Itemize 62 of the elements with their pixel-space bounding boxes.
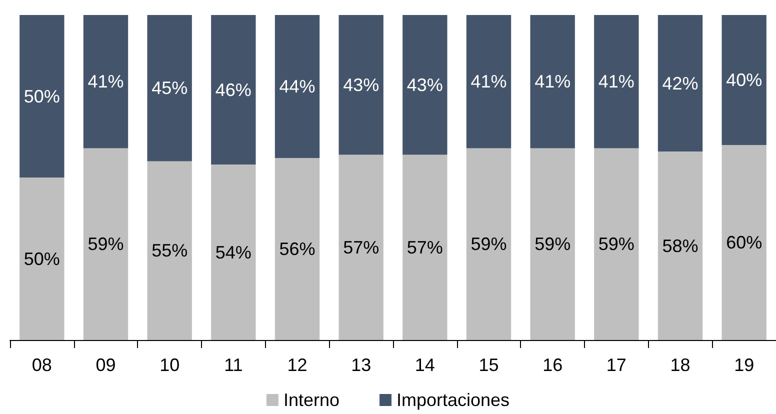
- bar: [83, 15, 128, 148]
- x-tick-label: 09: [96, 355, 116, 375]
- bar: [530, 15, 575, 148]
- bar: [211, 15, 256, 164]
- data-label: 56%: [279, 239, 316, 259]
- x-tick-label: 19: [734, 355, 754, 375]
- data-label: 59%: [470, 234, 507, 254]
- bar: [402, 154, 448, 340]
- bar: [274, 158, 320, 340]
- data-label: 54%: [215, 242, 252, 262]
- x-tick-label: 16: [542, 355, 563, 375]
- bar: [530, 148, 575, 340]
- bar: [594, 15, 639, 148]
- data-label: 57%: [343, 237, 380, 258]
- bar: [466, 148, 512, 340]
- data-label: 41%: [470, 72, 507, 92]
- x-tick-label: 13: [351, 355, 372, 375]
- legend-label: Importaciones: [396, 390, 510, 410]
- bar: [658, 15, 703, 152]
- data-label: 41%: [534, 72, 571, 92]
- data-label: 46%: [215, 80, 252, 100]
- bar: [594, 148, 639, 340]
- data-label: 41%: [598, 72, 634, 92]
- data-label: 50%: [24, 248, 60, 269]
- bar: [722, 15, 766, 145]
- x-tick-label: 12: [287, 355, 308, 375]
- bar: [83, 148, 128, 340]
- data-label: 41%: [88, 72, 124, 92]
- data-label: 43%: [406, 74, 443, 95]
- data-label: 57%: [406, 237, 443, 258]
- bar: [20, 15, 64, 178]
- data-label: 59%: [598, 234, 634, 254]
- data-label: 59%: [534, 234, 571, 254]
- data-label: 50%: [24, 86, 60, 106]
- x-tick-label: 11: [224, 355, 243, 375]
- data-label: 43%: [343, 74, 380, 95]
- data-label: 45%: [152, 78, 188, 98]
- data-label: 59%: [88, 234, 124, 254]
- x-tick-label: 17: [606, 355, 626, 375]
- bar: [338, 15, 384, 155]
- data-label: 55%: [152, 240, 188, 261]
- legend-label: Interno: [283, 390, 340, 410]
- data-label: 40%: [726, 70, 762, 90]
- bar: [147, 161, 192, 340]
- bar: [274, 15, 320, 158]
- bar: [466, 15, 512, 148]
- bar: [20, 178, 64, 340]
- x-tick-label: 10: [160, 355, 180, 375]
- bar: [338, 154, 384, 340]
- data-label: 58%: [662, 236, 698, 256]
- bar: [402, 15, 448, 155]
- data-label: 44%: [279, 76, 316, 96]
- bar: [658, 152, 703, 340]
- x-tick-label: 08: [32, 355, 52, 375]
- bar: [211, 164, 256, 340]
- x-tick-label: 18: [670, 355, 690, 375]
- x-tick-label: 15: [478, 355, 499, 375]
- x-tick-label: 14: [414, 355, 435, 375]
- data-label: 60%: [726, 232, 762, 252]
- data-label: 42%: [662, 73, 698, 94]
- bar: [147, 15, 192, 162]
- bar: [722, 145, 766, 340]
